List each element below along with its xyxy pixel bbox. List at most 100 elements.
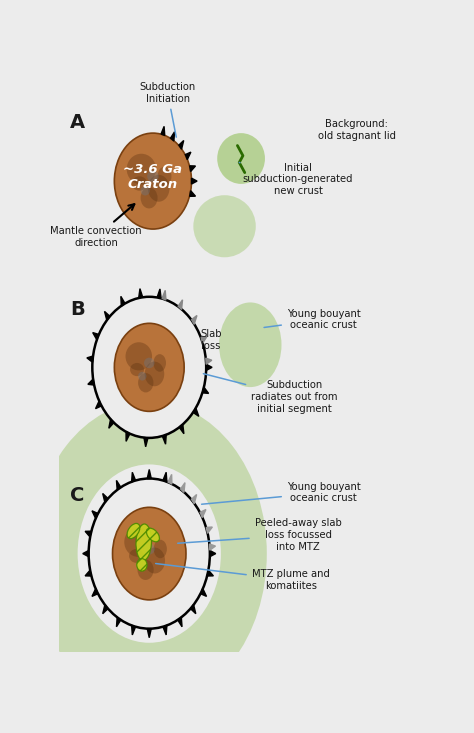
Ellipse shape	[193, 195, 256, 257]
Polygon shape	[147, 629, 151, 638]
Polygon shape	[185, 152, 191, 160]
Text: Young bouyant
oceanic crust: Young bouyant oceanic crust	[264, 309, 361, 330]
Polygon shape	[126, 432, 130, 441]
Polygon shape	[147, 470, 151, 479]
Text: ~3.6 Ga
Craton: ~3.6 Ga Craton	[123, 163, 182, 191]
Polygon shape	[206, 527, 212, 534]
Polygon shape	[92, 589, 98, 597]
Text: B: B	[70, 300, 85, 319]
Ellipse shape	[138, 373, 154, 392]
Polygon shape	[103, 605, 108, 614]
Polygon shape	[88, 379, 94, 385]
Polygon shape	[206, 358, 212, 364]
Ellipse shape	[137, 559, 154, 580]
Ellipse shape	[32, 401, 267, 706]
Polygon shape	[171, 132, 174, 141]
Polygon shape	[207, 570, 213, 576]
Ellipse shape	[112, 507, 186, 600]
Polygon shape	[162, 290, 166, 300]
Polygon shape	[96, 401, 101, 409]
Text: C: C	[70, 486, 85, 505]
Ellipse shape	[148, 175, 170, 202]
Ellipse shape	[130, 363, 144, 376]
Ellipse shape	[144, 358, 155, 368]
Polygon shape	[132, 625, 136, 635]
Polygon shape	[85, 531, 91, 537]
Ellipse shape	[137, 559, 147, 571]
Ellipse shape	[154, 354, 166, 372]
Polygon shape	[105, 312, 109, 320]
Text: Young bouyant
oceanic crust: Young bouyant oceanic crust	[201, 482, 361, 504]
Polygon shape	[190, 191, 195, 196]
Polygon shape	[103, 493, 108, 503]
Polygon shape	[201, 589, 207, 597]
Text: A: A	[70, 114, 85, 133]
Ellipse shape	[138, 372, 146, 380]
Polygon shape	[121, 296, 125, 306]
Polygon shape	[157, 289, 161, 298]
Polygon shape	[202, 387, 209, 394]
Ellipse shape	[144, 543, 155, 555]
Polygon shape	[201, 336, 207, 343]
Ellipse shape	[219, 303, 282, 387]
Ellipse shape	[114, 133, 191, 229]
Polygon shape	[117, 617, 121, 627]
Ellipse shape	[78, 465, 221, 643]
Text: Subduction
Initiation: Subduction Initiation	[139, 82, 196, 137]
Ellipse shape	[137, 559, 146, 567]
Polygon shape	[193, 408, 199, 416]
Ellipse shape	[124, 527, 152, 557]
Ellipse shape	[141, 188, 157, 208]
Polygon shape	[191, 495, 197, 504]
Polygon shape	[117, 480, 121, 490]
Polygon shape	[87, 356, 93, 362]
Polygon shape	[163, 625, 167, 635]
Polygon shape	[190, 166, 195, 172]
Text: Background:
old stagnant lid: Background: old stagnant lid	[318, 119, 396, 141]
Ellipse shape	[129, 549, 144, 563]
Polygon shape	[210, 544, 216, 550]
Text: Slab
loss: Slab loss	[201, 329, 222, 351]
Polygon shape	[161, 126, 165, 136]
Text: Subduction
radiates out from
initial segment: Subduction radiates out from initial seg…	[203, 374, 337, 413]
Ellipse shape	[145, 361, 164, 386]
Text: Initial
subduction-generated
new crust: Initial subduction-generated new crust	[239, 163, 353, 196]
Polygon shape	[180, 424, 184, 434]
Polygon shape	[191, 605, 196, 614]
Ellipse shape	[136, 524, 152, 561]
Polygon shape	[85, 570, 91, 576]
Polygon shape	[92, 511, 98, 519]
Polygon shape	[83, 550, 89, 556]
Ellipse shape	[157, 166, 172, 186]
Polygon shape	[181, 482, 185, 493]
Polygon shape	[178, 300, 182, 309]
Text: Mantle convection
direction: Mantle convection direction	[50, 205, 142, 248]
Ellipse shape	[127, 523, 140, 539]
Polygon shape	[109, 419, 114, 428]
Polygon shape	[191, 178, 197, 184]
Polygon shape	[206, 364, 212, 370]
Ellipse shape	[89, 479, 210, 629]
Polygon shape	[132, 472, 136, 482]
Polygon shape	[139, 289, 143, 298]
Polygon shape	[163, 435, 166, 444]
Text: MTZ plume and
komatiites: MTZ plume and komatiites	[155, 564, 329, 591]
Ellipse shape	[146, 528, 159, 542]
Ellipse shape	[127, 154, 156, 185]
Ellipse shape	[141, 186, 150, 196]
Polygon shape	[168, 474, 172, 484]
Polygon shape	[200, 509, 206, 517]
Polygon shape	[163, 472, 167, 482]
Ellipse shape	[114, 323, 184, 411]
Polygon shape	[93, 333, 99, 340]
Polygon shape	[144, 438, 148, 447]
Ellipse shape	[126, 342, 152, 370]
Polygon shape	[210, 550, 216, 556]
Polygon shape	[191, 315, 197, 325]
Ellipse shape	[145, 548, 165, 573]
Polygon shape	[179, 141, 184, 150]
Ellipse shape	[92, 297, 206, 438]
Ellipse shape	[132, 177, 147, 191]
Ellipse shape	[154, 539, 167, 559]
Text: Peeled-away slab
loss focussed
into MTZ: Peeled-away slab loss focussed into MTZ	[178, 518, 341, 551]
